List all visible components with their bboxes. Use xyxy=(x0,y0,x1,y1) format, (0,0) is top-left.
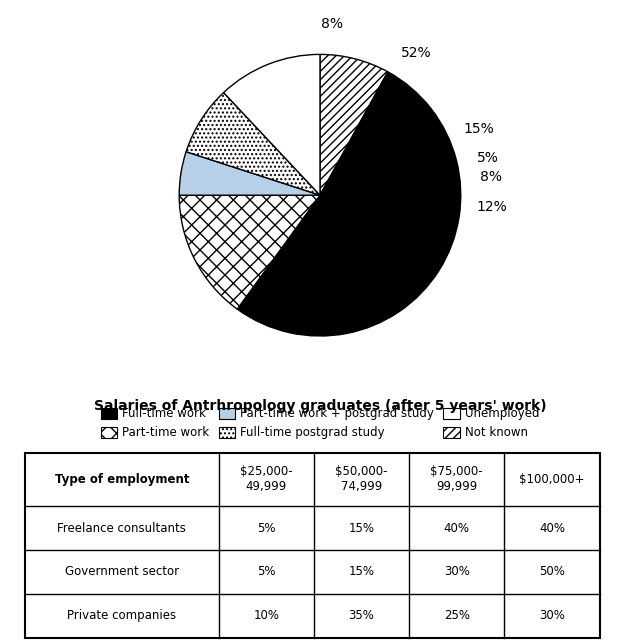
Wedge shape xyxy=(179,195,320,309)
Text: 40%: 40% xyxy=(539,522,565,534)
Wedge shape xyxy=(320,54,388,195)
Text: 15%: 15% xyxy=(348,565,374,579)
Legend: Full-time work, Part-time work, Part-time work + postgrad study, Full-time postg: Full-time work, Part-time work, Part-tim… xyxy=(97,404,543,443)
Text: Salaries of Antrhropology graduates (after 5 years' work): Salaries of Antrhropology graduates (aft… xyxy=(93,399,547,413)
Text: 15%: 15% xyxy=(348,522,374,534)
Wedge shape xyxy=(179,152,320,195)
Text: $75,000-
99,999: $75,000- 99,999 xyxy=(430,465,483,493)
Wedge shape xyxy=(186,93,320,195)
Wedge shape xyxy=(237,72,461,336)
Text: Freelance consultants: Freelance consultants xyxy=(58,522,186,534)
Text: 40%: 40% xyxy=(444,522,470,534)
Text: Government sector: Government sector xyxy=(65,565,179,579)
Text: 15%: 15% xyxy=(463,122,494,136)
Text: Private companies: Private companies xyxy=(67,609,177,622)
Text: 5%: 5% xyxy=(257,522,275,534)
Text: 30%: 30% xyxy=(444,565,470,579)
Text: $100,000+: $100,000+ xyxy=(519,473,585,486)
Text: Type of employment: Type of employment xyxy=(54,473,189,486)
Text: 30%: 30% xyxy=(539,609,565,622)
Text: 10%: 10% xyxy=(253,609,279,622)
Text: 52%: 52% xyxy=(401,46,431,60)
Text: 8%: 8% xyxy=(480,170,502,184)
Text: 5%: 5% xyxy=(257,565,275,579)
Text: 12%: 12% xyxy=(476,200,507,214)
Text: 5%: 5% xyxy=(477,151,499,165)
Text: $50,000-
74,999: $50,000- 74,999 xyxy=(335,465,388,493)
Text: 25%: 25% xyxy=(444,609,470,622)
Text: $25,000-
49,999: $25,000- 49,999 xyxy=(240,465,292,493)
Text: 35%: 35% xyxy=(349,609,374,622)
Text: 50%: 50% xyxy=(539,565,565,579)
Wedge shape xyxy=(223,54,320,195)
Text: 8%: 8% xyxy=(321,17,343,31)
